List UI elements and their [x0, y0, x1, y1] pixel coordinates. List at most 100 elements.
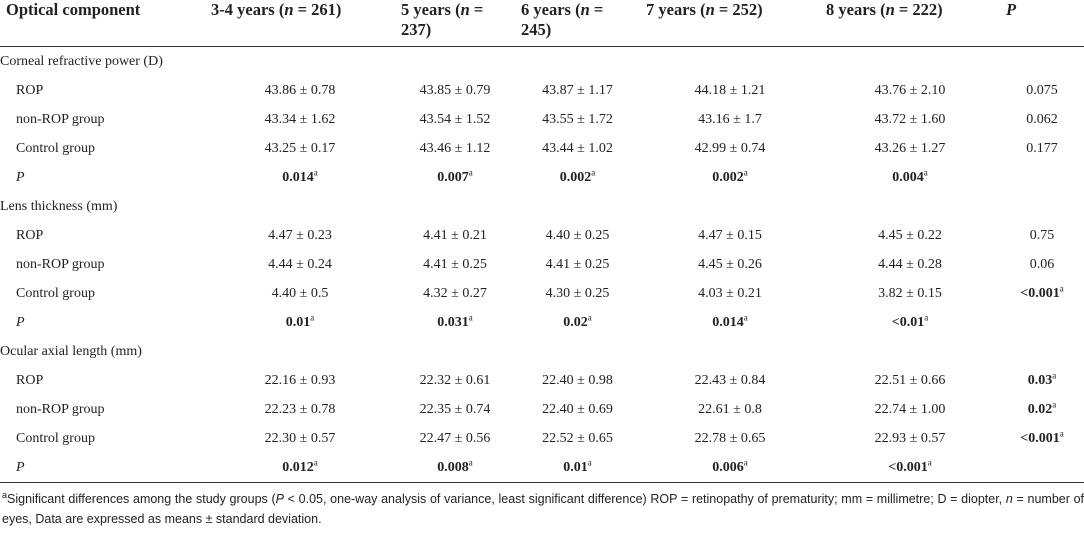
- row-label-text: P: [16, 314, 25, 330]
- cell-value: 43.44 ± 1.02: [542, 140, 613, 156]
- cell-value: 0.002: [712, 169, 744, 185]
- cell-value: 43.86 ± 0.78: [264, 82, 336, 98]
- text-segment: 6 years (: [521, 0, 581, 19]
- row-label-text: P: [16, 459, 25, 475]
- cell-value: 4.30 ± 0.25: [545, 285, 610, 301]
- column-header: P: [1000, 0, 1084, 47]
- cell: [1000, 308, 1084, 337]
- cell: 43.46 ± 1.12: [395, 134, 515, 163]
- superscript: a: [587, 456, 592, 467]
- text-segment: n: [284, 0, 294, 19]
- cell-value: 0.012: [282, 459, 314, 475]
- cell-value: 0.004: [892, 169, 924, 185]
- cell: 22.93 ± 0.57: [820, 424, 1000, 453]
- cell-value: 4.44 ± 0.28: [878, 256, 942, 272]
- cell: 0.014a: [640, 308, 820, 337]
- cell: 4.47 ± 0.23: [205, 221, 395, 250]
- row-label-text: non-ROP group: [16, 401, 105, 417]
- cell: 22.61 ± 0.8: [640, 395, 820, 424]
- cell-value: 43.72 ± 1.60: [874, 111, 946, 127]
- cell-value: 43.55 ± 1.72: [542, 111, 613, 127]
- superscript: a: [468, 166, 473, 177]
- cell: 22.40 ± 0.98: [515, 366, 640, 395]
- cell: [1000, 453, 1084, 483]
- cell: 43.86 ± 0.78: [205, 76, 395, 105]
- data-row: Control group 22.30 ± 0.57 22.47 ± 0.56 22.…: [0, 424, 1084, 453]
- text-segment: 3-4 years (: [211, 0, 285, 19]
- cell-value: 22.47 ± 0.56: [419, 430, 491, 446]
- text-segment: n: [705, 0, 715, 19]
- cell: 4.41 ± 0.25: [395, 250, 515, 279]
- superscript: a: [743, 311, 748, 322]
- cell: 0.014a: [205, 163, 395, 192]
- text-segment: n: [460, 0, 470, 19]
- cell-value: 22.40 ± 0.98: [542, 372, 613, 388]
- cell: 4.40 ± 0.25: [515, 221, 640, 250]
- column-header: 6 years (n = 245): [515, 0, 640, 47]
- cell-value: 4.45 ± 0.26: [698, 256, 762, 272]
- cell-value: 0.002: [559, 169, 592, 185]
- text-segment: P: [1006, 0, 1017, 19]
- superscript: a: [587, 311, 592, 322]
- cell-value: 43.34 ± 1.62: [264, 111, 336, 127]
- superscript: a: [468, 311, 473, 322]
- header-row: Optical component 3-4 years (n = 261) 5 ye…: [0, 0, 1084, 47]
- cell: 22.40 ± 0.69: [515, 395, 640, 424]
- cell-value: 0.06: [1029, 256, 1055, 272]
- text-segment: n: [885, 0, 895, 19]
- text-segment: = 261): [293, 0, 342, 19]
- cell: 0.008a: [395, 453, 515, 483]
- cell-value: <0.001: [1020, 285, 1060, 301]
- cell-value: 43.16 ± 1.7: [698, 111, 762, 127]
- cell-value: 43.54 ± 1.52: [419, 111, 491, 127]
- row-label-text: Control group: [16, 285, 95, 301]
- cell: 43.72 ± 1.60: [820, 105, 1000, 134]
- table-header: Optical component 3-4 years (n = 261) 5 ye…: [0, 0, 1084, 47]
- cell-value: 22.43 ± 0.84: [694, 372, 766, 388]
- cell: 0.007a: [395, 163, 515, 192]
- text-segment: < 0.05, one-way analysis of variance, le…: [283, 492, 1006, 506]
- text-segment: n: [580, 0, 590, 19]
- superscript: a: [310, 311, 315, 322]
- cell-value: 4.40 ± 0.25: [545, 227, 610, 243]
- row-label: ROP: [0, 76, 205, 105]
- cell: 43.85 ± 0.79: [395, 76, 515, 105]
- cell-value: 0.006: [712, 459, 744, 475]
- cell: 0.006a: [640, 453, 820, 483]
- cell: 0.75: [1000, 221, 1084, 250]
- cell-value: 22.74 ± 1.00: [874, 401, 946, 417]
- data-row: P 0.014a 0.007a 0.002a 0.002a 0.004a: [0, 163, 1084, 192]
- cell-value: 0.177: [1026, 140, 1058, 156]
- superscript: a: [924, 311, 929, 322]
- cell-value: 0.014: [712, 314, 744, 330]
- row-label-text: P: [16, 169, 25, 185]
- cell: 4.03 ± 0.21: [640, 279, 820, 308]
- cell-value: 22.51 ± 0.66: [874, 372, 946, 388]
- text-segment: Significant differences among the study …: [7, 492, 276, 506]
- cell: 0.02a: [515, 308, 640, 337]
- superscript: a: [313, 166, 318, 177]
- data-row: non-ROP group 4.44 ± 0.24 4.41 ± 0.25 4.41 …: [0, 250, 1084, 279]
- superscript: a: [591, 166, 596, 177]
- column-header: 3-4 years (n = 261): [205, 0, 395, 47]
- data-row: ROP 4.47 ± 0.23 4.41 ± 0.21 4.40 ± 0.25 4.47…: [0, 221, 1084, 250]
- cell-value: 0.75: [1029, 227, 1055, 243]
- row-label: non-ROP group: [0, 395, 205, 424]
- data-row: non-ROP group 43.34 ± 1.62 43.54 ± 1.52 43.…: [0, 105, 1084, 134]
- row-label: Control group: [0, 279, 205, 308]
- cell-value: 4.47 ± 0.23: [268, 227, 332, 243]
- cell: 0.075: [1000, 76, 1084, 105]
- data-row: non-ROP group 22.23 ± 0.78 22.35 ± 0.74 22.…: [0, 395, 1084, 424]
- cell: 4.30 ± 0.25: [515, 279, 640, 308]
- cell-value: 0.02: [1027, 401, 1053, 417]
- cell-value: 22.23 ± 0.78: [264, 401, 336, 417]
- row-label-text: ROP: [16, 227, 44, 243]
- section-row: Ocular axial length (mm): [0, 337, 1084, 366]
- column-header: 8 years (n = 222): [820, 0, 1000, 47]
- data-row: Control group 4.40 ± 0.5 4.32 ± 0.27 4.30 ±…: [0, 279, 1084, 308]
- cell: 43.54 ± 1.52: [395, 105, 515, 134]
- superscript: a: [927, 456, 932, 467]
- text-segment: Optical component: [6, 0, 141, 19]
- cell: 4.40 ± 0.5: [205, 279, 395, 308]
